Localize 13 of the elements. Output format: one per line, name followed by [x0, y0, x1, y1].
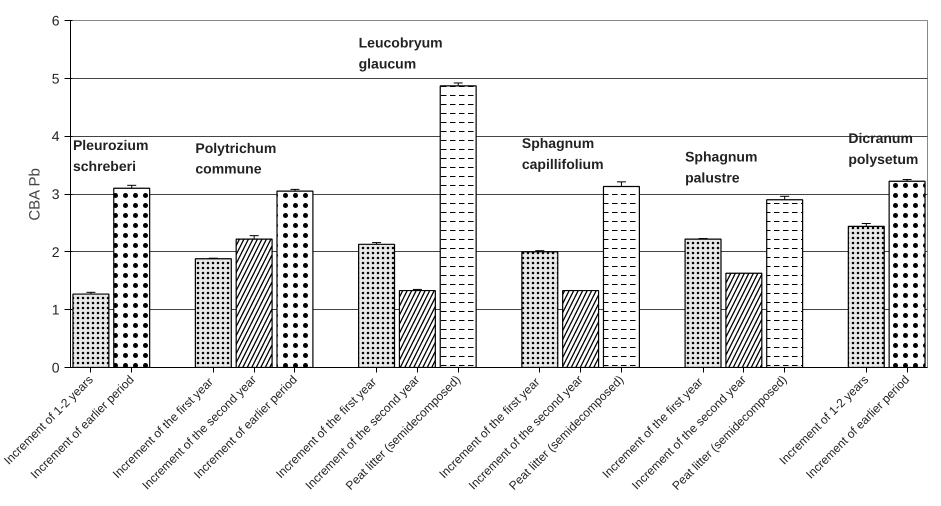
y-tick-label: 1	[52, 302, 60, 318]
y-tick-label: 6	[52, 12, 60, 28]
y-tick-label: 5	[52, 70, 60, 86]
annotation: Leucobryum glaucum	[358, 34, 443, 72]
y-tick-label: 3	[52, 186, 60, 202]
annotation: Polytrichum commune	[195, 140, 276, 177]
y-tick-label: 2	[52, 244, 60, 260]
y-tick-label: 4	[52, 128, 60, 144]
annotation: Pleurozium schreberi	[72, 136, 148, 174]
y-tick-label: 0	[52, 360, 60, 376]
y-axis-title: CBA Pb	[26, 168, 44, 221]
annotation: Sphagnum capillifolium	[522, 135, 604, 172]
annotation: Sphagnum palustre	[685, 148, 758, 186]
